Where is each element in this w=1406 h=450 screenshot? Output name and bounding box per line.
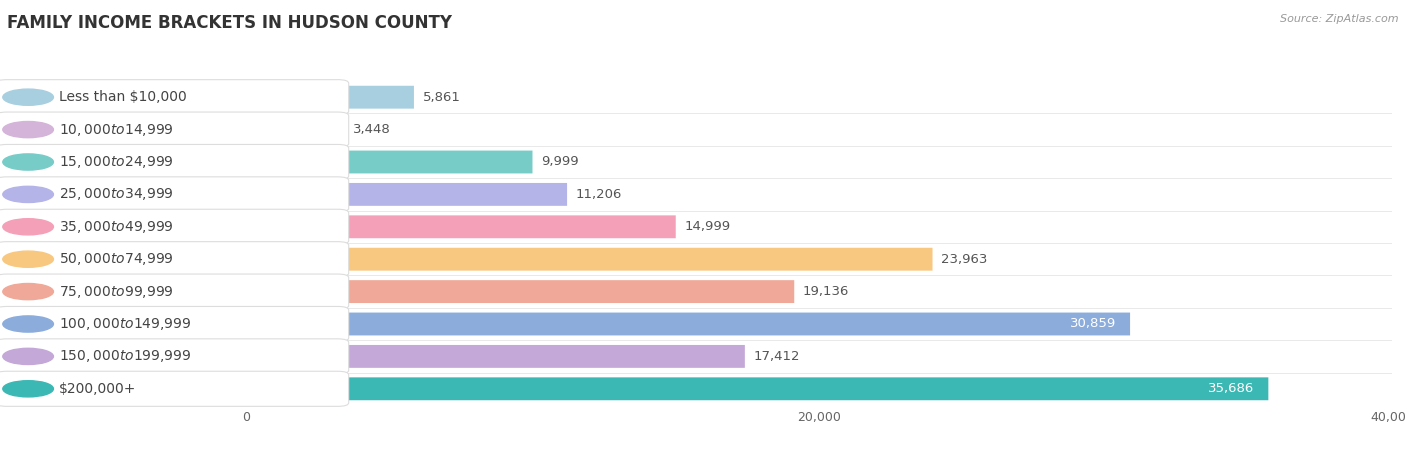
FancyBboxPatch shape — [218, 81, 1406, 113]
FancyBboxPatch shape — [246, 151, 533, 173]
Text: $35,000 to $49,999: $35,000 to $49,999 — [59, 219, 174, 235]
Text: $200,000+: $200,000+ — [59, 382, 136, 396]
Text: Source: ZipAtlas.com: Source: ZipAtlas.com — [1281, 14, 1399, 23]
FancyBboxPatch shape — [218, 243, 1406, 275]
Text: 5,861: 5,861 — [423, 91, 460, 104]
Text: 9,999: 9,999 — [541, 156, 579, 168]
Text: $75,000 to $99,999: $75,000 to $99,999 — [59, 284, 174, 300]
Text: 19,136: 19,136 — [803, 285, 849, 298]
Text: 3,448: 3,448 — [353, 123, 391, 136]
FancyBboxPatch shape — [246, 86, 413, 108]
Text: 11,206: 11,206 — [575, 188, 621, 201]
Text: 35,686: 35,686 — [1208, 382, 1254, 395]
Text: 14,999: 14,999 — [685, 220, 731, 233]
Text: 23,963: 23,963 — [941, 253, 987, 266]
FancyBboxPatch shape — [246, 280, 794, 303]
FancyBboxPatch shape — [218, 275, 1406, 308]
Text: $15,000 to $24,999: $15,000 to $24,999 — [59, 154, 174, 170]
Text: FAMILY INCOME BRACKETS IN HUDSON COUNTY: FAMILY INCOME BRACKETS IN HUDSON COUNTY — [7, 14, 453, 32]
FancyBboxPatch shape — [218, 340, 1406, 373]
Text: 30,859: 30,859 — [1070, 318, 1116, 330]
FancyBboxPatch shape — [246, 183, 567, 206]
Text: $100,000 to $149,999: $100,000 to $149,999 — [59, 316, 191, 332]
FancyBboxPatch shape — [246, 118, 344, 141]
FancyBboxPatch shape — [218, 146, 1406, 178]
FancyBboxPatch shape — [246, 248, 932, 270]
FancyBboxPatch shape — [246, 345, 745, 368]
FancyBboxPatch shape — [246, 313, 1130, 335]
FancyBboxPatch shape — [218, 211, 1406, 243]
Text: $10,000 to $14,999: $10,000 to $14,999 — [59, 122, 174, 138]
Text: Less than $10,000: Less than $10,000 — [59, 90, 187, 104]
FancyBboxPatch shape — [218, 178, 1406, 211]
Text: $25,000 to $34,999: $25,000 to $34,999 — [59, 186, 174, 202]
Text: $50,000 to $74,999: $50,000 to $74,999 — [59, 251, 174, 267]
FancyBboxPatch shape — [218, 373, 1406, 405]
Text: 17,412: 17,412 — [754, 350, 800, 363]
FancyBboxPatch shape — [218, 308, 1406, 340]
FancyBboxPatch shape — [218, 113, 1406, 146]
FancyBboxPatch shape — [246, 216, 676, 238]
Text: $150,000 to $199,999: $150,000 to $199,999 — [59, 348, 191, 364]
FancyBboxPatch shape — [246, 378, 1268, 400]
